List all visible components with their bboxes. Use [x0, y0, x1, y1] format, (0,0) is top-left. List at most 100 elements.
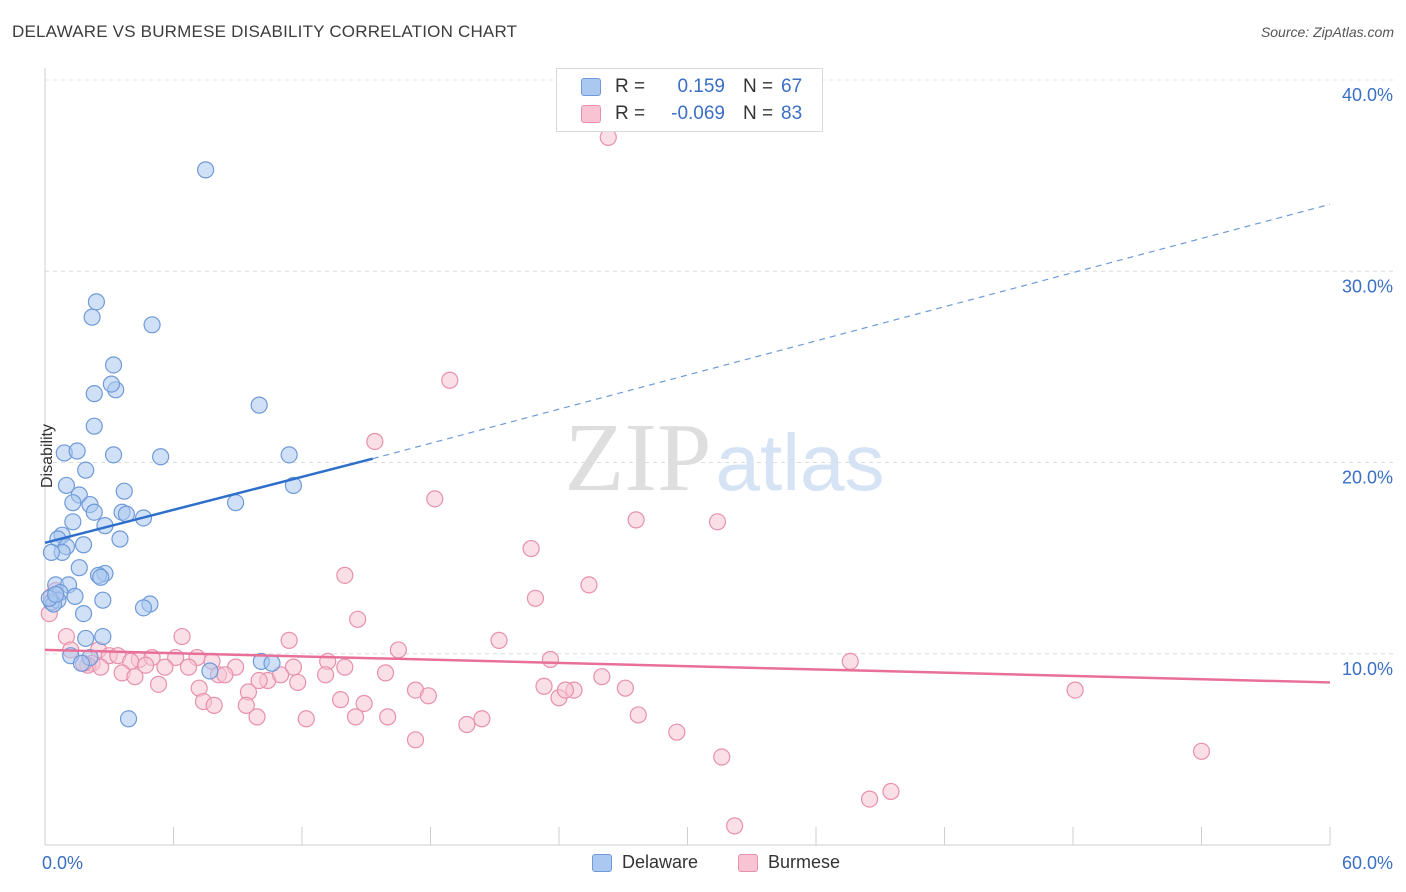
delaware-point	[227, 494, 245, 512]
legend-r-label: R =	[615, 103, 646, 124]
axes	[44, 68, 1331, 846]
burmese-point	[473, 710, 491, 728]
delaware-point	[57, 476, 76, 495]
legend-item-delaware[interactable]: Delaware	[592, 852, 698, 873]
delaware-point	[74, 604, 93, 623]
delaware-point	[64, 494, 82, 512]
chart-title: DELAWARE VS BURMESE DISABILITY CORRELATI…	[12, 22, 518, 41]
burmese-point	[726, 817, 744, 835]
delaware-point	[119, 710, 138, 728]
delaware-point	[102, 375, 120, 393]
legend-label-burmese: Burmese	[768, 852, 841, 872]
burmese-point	[379, 708, 397, 726]
burmese-point	[522, 539, 540, 558]
delaware-point	[74, 536, 93, 554]
delaware-point	[115, 482, 133, 500]
burmese-point	[541, 650, 560, 669]
delaware-point	[85, 385, 103, 403]
burmese-point	[346, 708, 365, 726]
x-tick-label: 60.0%	[1342, 853, 1393, 873]
burmese-point	[535, 677, 553, 695]
delaware-point	[111, 530, 129, 548]
burmese-point	[616, 679, 634, 697]
burmese-point	[526, 589, 545, 607]
delaware-point	[77, 461, 95, 479]
delaware-trend-extension	[372, 203, 1331, 460]
legend-item-burmese[interactable]: Burmese	[738, 852, 840, 873]
burmese-point	[297, 710, 315, 728]
legend-swatch-delaware	[581, 78, 601, 96]
burmese-point	[426, 490, 444, 508]
delaware-point	[83, 308, 101, 326]
delaware-point	[68, 442, 86, 460]
delaware-point	[143, 316, 161, 334]
burmese-point	[841, 652, 859, 671]
legend-swatch-delaware	[592, 853, 612, 872]
burmese-point	[389, 641, 407, 659]
burmese-point	[355, 694, 373, 713]
legend-label-delaware: Delaware	[622, 852, 699, 872]
burmese-point	[668, 723, 686, 741]
burmese-point	[316, 666, 335, 684]
delaware-point	[42, 543, 61, 561]
delaware-trend-line	[44, 457, 373, 545]
delaware-point	[104, 356, 123, 374]
burmese-point	[280, 631, 298, 649]
delaware-points	[40, 161, 303, 728]
y-tick-label: 10.0%	[1342, 659, 1393, 679]
burmese-point	[441, 371, 459, 389]
y-tick-label: 30.0%	[1342, 276, 1393, 296]
burmese-point	[156, 658, 174, 676]
burmese-point	[336, 566, 354, 584]
burmese-point	[580, 576, 598, 594]
delaware-point	[47, 585, 65, 604]
legend-n-value: 67	[781, 76, 803, 97]
burmese-point	[629, 706, 647, 724]
delaware-point	[92, 568, 110, 586]
burmese-point	[149, 675, 168, 693]
delaware-point	[94, 627, 112, 646]
series-legend: Delaware Burmese	[0, 852, 1406, 876]
burmese-point	[248, 708, 266, 726]
delaware-point	[152, 448, 170, 466]
burmese-point	[419, 687, 437, 705]
burmese-trend-line	[44, 648, 1331, 684]
burmese-point	[376, 664, 395, 682]
burmese-point	[882, 782, 900, 801]
delaware-point	[263, 654, 281, 672]
burmese-point	[331, 691, 350, 709]
burmese-point	[216, 666, 234, 684]
legend-swatch-burmese	[581, 105, 601, 123]
x-tick-label: 0.0%	[42, 853, 83, 873]
burmese-point	[271, 666, 290, 684]
delaware-point	[284, 476, 303, 495]
y-tick-label: 20.0%	[1342, 468, 1393, 488]
gridlines	[45, 79, 1395, 655]
burmese-point	[126, 668, 144, 686]
burmese-point	[860, 790, 879, 808]
burmese-point	[336, 658, 354, 676]
burmese-point	[289, 673, 307, 692]
y-tick-label: 40.0%	[1342, 85, 1393, 105]
source-label: Source: ZipAtlas.com	[1260, 24, 1394, 40]
watermark-atlas: atlas	[716, 418, 885, 507]
stats-legend: R = 0.159 N = 67 R = -0.069 N = 83	[556, 68, 823, 132]
legend-swatch-burmese	[738, 853, 758, 872]
burmese-point	[406, 731, 425, 749]
delaware-point	[77, 629, 95, 648]
burmese-point	[1192, 742, 1211, 760]
burmese-point	[137, 656, 155, 674]
burmese-point	[627, 511, 645, 529]
legend-n-label: N =	[743, 103, 774, 124]
delaware-point	[72, 654, 91, 672]
delaware-point	[134, 599, 153, 617]
burmese-point	[490, 631, 508, 649]
delaware-point	[94, 591, 112, 609]
delaware-point	[85, 417, 103, 435]
delaware-point	[250, 396, 268, 414]
delaware-point	[87, 293, 106, 311]
trend-lines	[44, 203, 1331, 684]
legend-n-value: 83	[781, 103, 803, 124]
delaware-point	[64, 513, 82, 531]
